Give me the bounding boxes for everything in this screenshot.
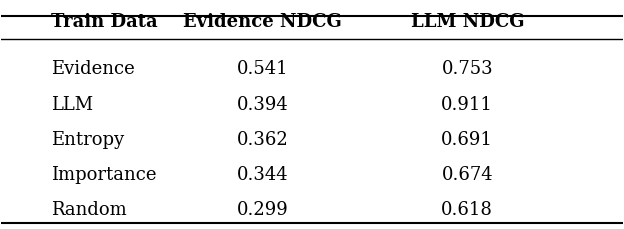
Text: 0.362: 0.362 [236, 130, 288, 148]
Text: 0.753: 0.753 [442, 60, 493, 78]
Text: Evidence: Evidence [51, 60, 135, 78]
Text: 0.541: 0.541 [236, 60, 288, 78]
Text: 0.344: 0.344 [236, 165, 288, 183]
Text: 0.911: 0.911 [441, 95, 493, 113]
Text: 0.299: 0.299 [236, 200, 288, 218]
Text: 0.674: 0.674 [442, 165, 493, 183]
Text: Evidence NDCG: Evidence NDCG [183, 13, 342, 31]
Text: 0.691: 0.691 [441, 130, 493, 148]
Text: Importance: Importance [51, 165, 157, 183]
Text: LLM: LLM [51, 95, 93, 113]
Text: 0.618: 0.618 [441, 200, 493, 218]
Text: Entropy: Entropy [51, 130, 124, 148]
Text: 0.394: 0.394 [236, 95, 288, 113]
Text: LLM NDCG: LLM NDCG [411, 13, 524, 31]
Text: Train Data: Train Data [51, 13, 158, 31]
Text: Random: Random [51, 200, 127, 218]
